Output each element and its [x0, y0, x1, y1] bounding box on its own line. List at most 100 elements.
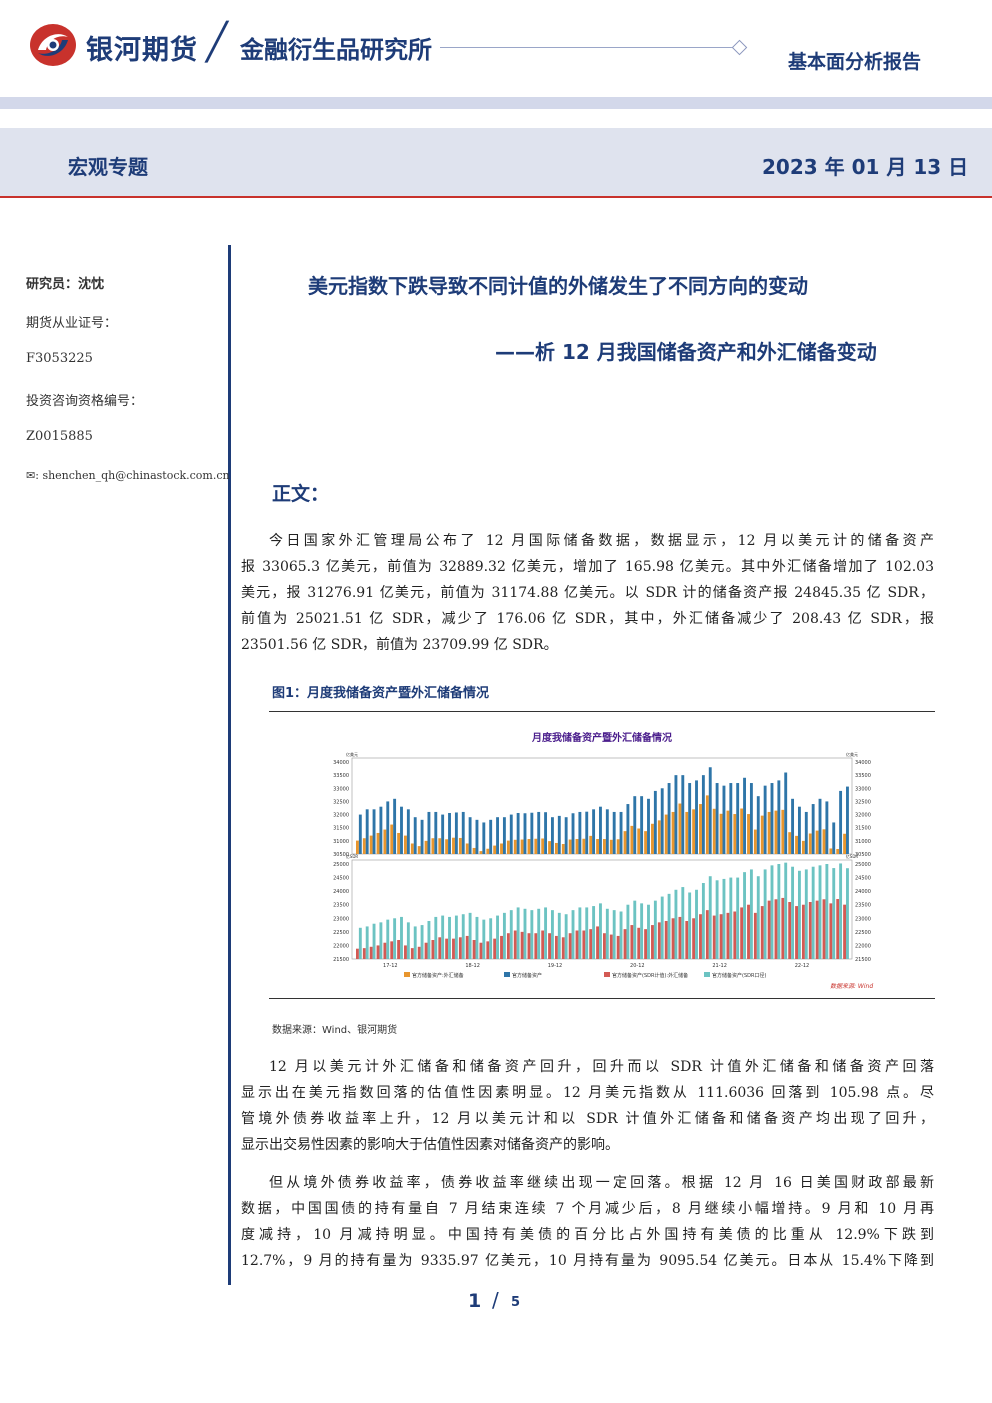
top-panel-bar [811, 804, 815, 854]
bottom-panel-bar [509, 910, 513, 959]
bottom-panel-bar [708, 876, 712, 959]
bottom-panel-bar [479, 942, 483, 959]
bottom-panel-bar [740, 907, 744, 959]
bottom-panel-bar [561, 937, 565, 959]
bottom-panel-bar [500, 935, 503, 959]
top-panel-ytick-right: 31000 [855, 839, 871, 845]
top-panel-bar [406, 809, 410, 854]
x-tick-label: 19-12 [548, 963, 563, 969]
bottom-panel-bar [424, 942, 428, 959]
bottom-panel-bar [699, 914, 702, 959]
top-panel-bar [561, 844, 565, 854]
top-panel-bar [699, 804, 702, 854]
contact-email[interactable]: ✉: shenchen_qh@chinastock.com.cn [26, 469, 230, 482]
bottom-panel-bar [685, 921, 689, 959]
figure-bottom-rule [269, 998, 935, 999]
top-panel-bar [550, 817, 554, 854]
top-panel-bar [846, 786, 849, 854]
top-panel-bar [801, 840, 805, 854]
top-panel-bar [657, 820, 661, 854]
top-panel-bar [788, 832, 792, 854]
top-panel-bar [568, 839, 572, 854]
bottom-panel-ytick-right: 22500 [855, 930, 871, 936]
legend-swatch [504, 972, 510, 977]
top-panel-bar [822, 829, 826, 854]
bottom-panel-bar [605, 908, 609, 959]
bottom-panel-bar [843, 904, 847, 959]
top-panel-bar [502, 817, 506, 854]
top-panel-bar [740, 808, 744, 854]
top-panel-bar [767, 811, 771, 854]
bottom-panel-bar [544, 907, 548, 959]
bottom-panel-bar [379, 922, 383, 959]
researcher-name: 研究员：沈忱 [26, 277, 105, 292]
bottom-panel-bar [448, 916, 451, 959]
bottom-panel-bar [729, 877, 733, 959]
bottom-panel-bar [760, 906, 764, 959]
top-panel-bar [564, 817, 568, 854]
top-panel-bar [441, 814, 445, 854]
galaxy-futures-logo-icon [30, 24, 76, 66]
bottom-panel-ytick-right: 23000 [855, 916, 871, 922]
top-panel-bar [836, 849, 840, 854]
top-panel-bar [795, 835, 798, 854]
bottom-panel-bar [777, 864, 781, 959]
top-panel-ytick-left: 33500 [333, 773, 349, 779]
top-panel-bar [376, 832, 380, 854]
top-panel-bar [705, 795, 709, 854]
top-panel-bar [832, 822, 836, 854]
advisory-cert-label: 投资咨询资格编号： [26, 394, 144, 409]
top-panel-bar [500, 843, 503, 854]
top-panel-bar [509, 814, 513, 854]
top-panel-unit-left: 亿美元 [346, 751, 358, 757]
top-panel-bar [843, 833, 847, 854]
bottom-panel-ytick-right: 24500 [855, 876, 871, 882]
bottom-panel-bar [557, 912, 561, 959]
bottom-panel-bar [603, 933, 606, 959]
category-band-rule [0, 196, 992, 198]
page-current: 1 [468, 1290, 482, 1312]
legend-label: 官方储备资产 [512, 972, 542, 979]
bottom-panel-bar [534, 933, 538, 959]
top-panel-bar [647, 798, 650, 854]
bottom-panel-bar [839, 863, 843, 959]
top-panel-bar [726, 810, 730, 854]
report-title: 美元指数下跌导致不同计值的外储发生了不同方向的变动 [308, 274, 808, 298]
x-tick-label: 17-12 [383, 963, 398, 969]
bottom-panel-bar [815, 900, 819, 959]
top-panel-ytick-right: 34000 [855, 760, 871, 766]
bottom-panel-bar [801, 904, 805, 959]
legend-label: 官方储备资产:外汇储备 [412, 972, 464, 979]
email-address[interactable]: shenchen_qh@chinastock.com.cn [42, 469, 230, 482]
top-panel-bar [599, 806, 602, 854]
top-panel-bar [688, 783, 692, 854]
bottom-panel-bar [362, 948, 366, 959]
top-panel-ytick-right: 33000 [855, 786, 871, 792]
top-panel-bar [554, 842, 558, 854]
bottom-panel-bar [369, 946, 373, 959]
top-panel-bar [719, 813, 723, 854]
bottom-panel-bar [420, 925, 424, 959]
top-panel-bar [729, 783, 733, 854]
x-axis: 17-12 18-12 19-12 20-12 21-12 22-12 [383, 963, 809, 969]
top-panel-bar [784, 772, 788, 854]
top-panel-bar [413, 817, 417, 854]
top-panel-bar [358, 814, 362, 854]
bottom-panel-bar [358, 927, 362, 959]
top-panel-bar [575, 839, 579, 854]
bottom-panel-bar [630, 925, 634, 959]
bottom-panel-bar [818, 865, 822, 959]
paragraph-line: 美元，报 31276.91 亿美元，前值为 31174.88 亿美元。以 SDR… [241, 585, 934, 601]
top-panel-bar [468, 817, 472, 854]
bottom-panel-bar [791, 866, 795, 959]
institute-name: 金融衍生品研究所 [240, 36, 432, 64]
top-panel-bar [454, 812, 458, 854]
top-panel-bar [722, 785, 726, 854]
bottom-panel-bar [404, 945, 407, 959]
bottom-panel-bar [575, 930, 579, 959]
bottom-panel: 21500 21500 22000 22000 22500 22500 23000 23000… [333, 853, 871, 963]
top-panel-bar [424, 840, 428, 854]
top-panel-bar [760, 815, 764, 854]
report-type: 基本面分析报告 [788, 51, 922, 73]
top-panel-bar [493, 845, 497, 854]
